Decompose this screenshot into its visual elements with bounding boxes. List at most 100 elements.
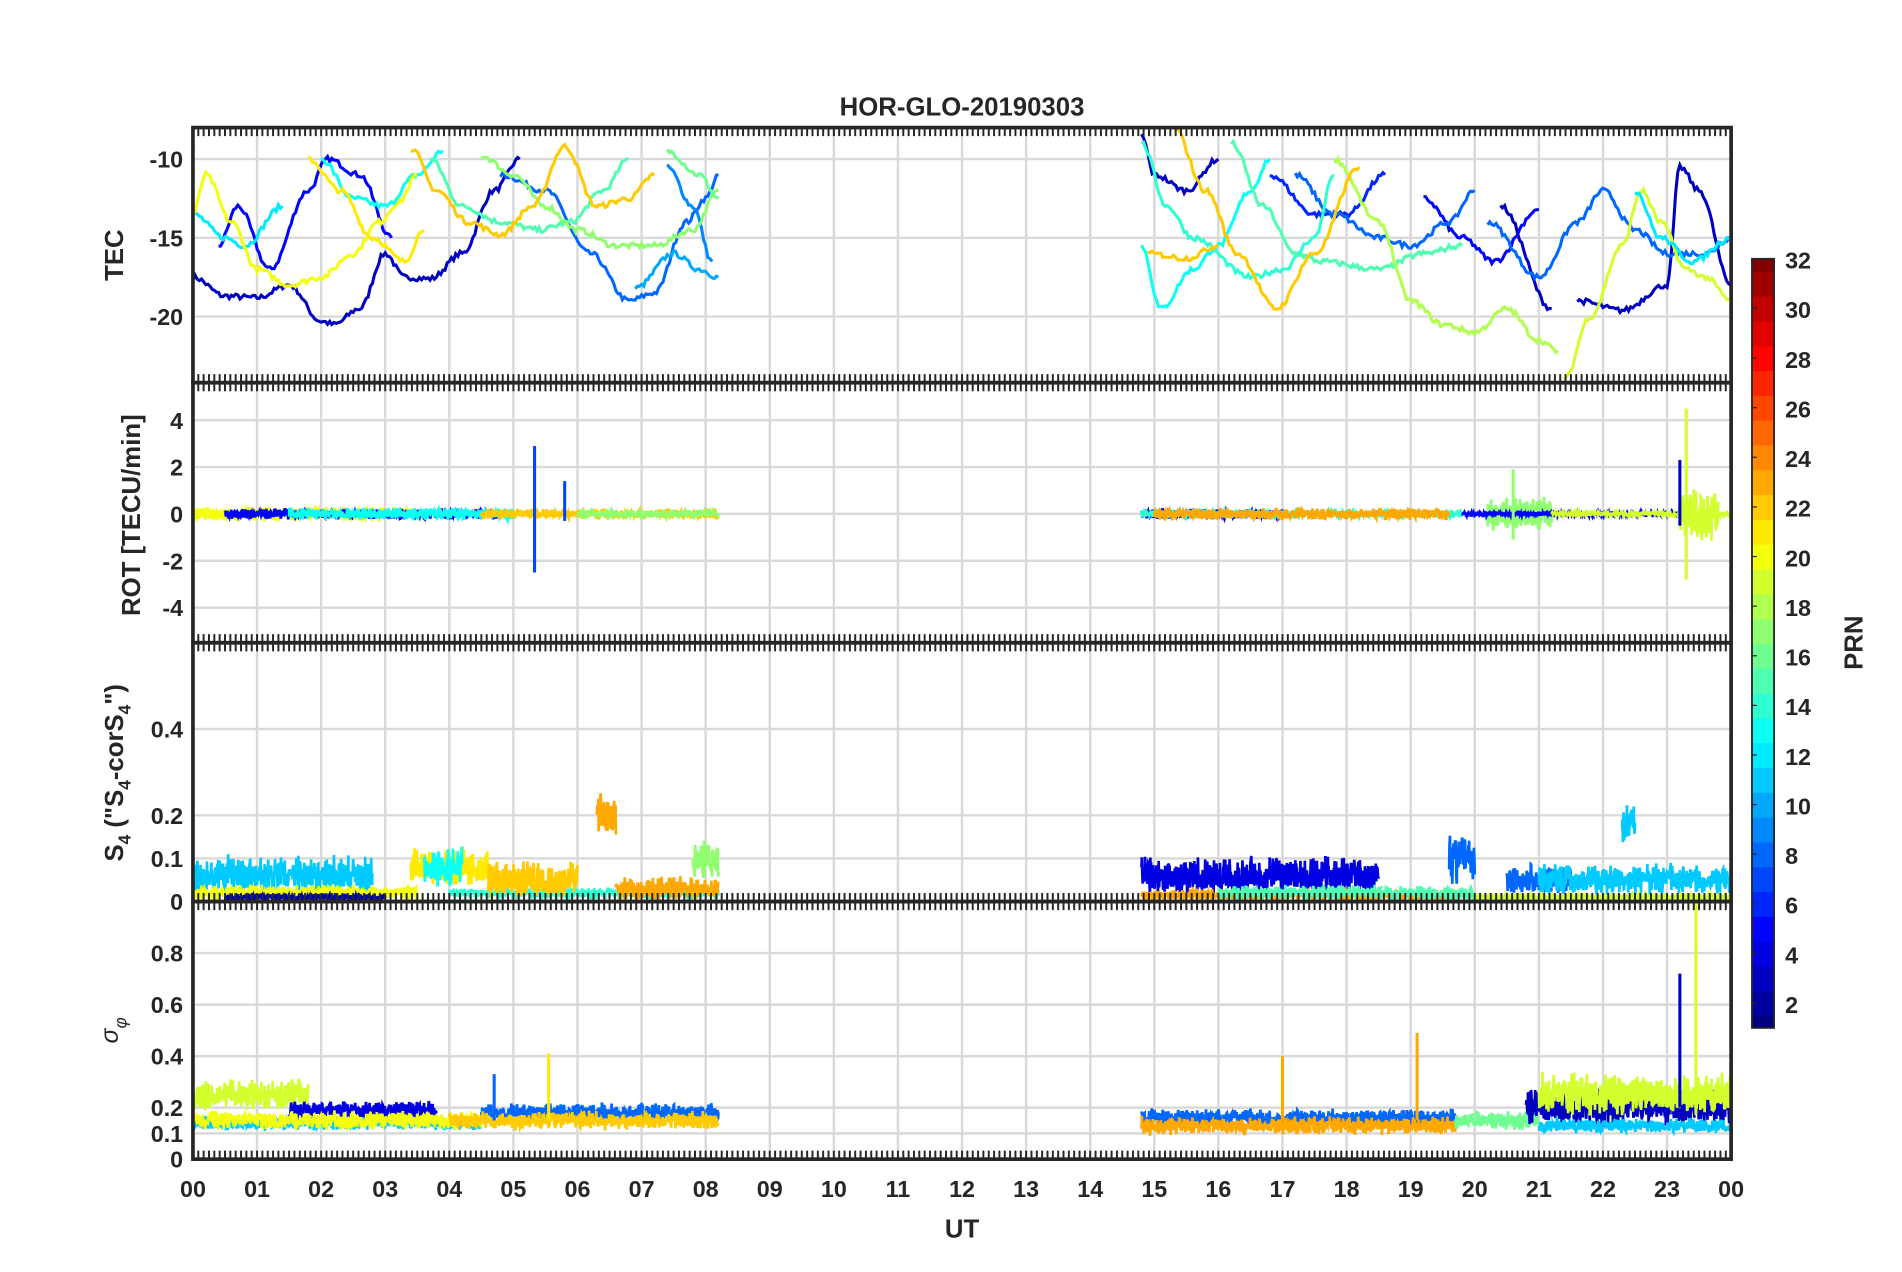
tec-track-prn-12 bbox=[1634, 191, 1732, 266]
series-group bbox=[192, 408, 1732, 580]
colorbar-swatch bbox=[1751, 420, 1775, 446]
y-tick-label: 0.6 bbox=[151, 992, 183, 1018]
tec-track-prn-12 bbox=[192, 200, 284, 250]
y-tick-label: 0.2 bbox=[151, 803, 183, 829]
tec-track-prn-3 bbox=[1576, 160, 1732, 316]
colorbar-swatch bbox=[1751, 320, 1775, 347]
y-tick-label: 2 bbox=[170, 455, 183, 481]
tec-track-prn-13 bbox=[1140, 158, 1271, 309]
tec-track-prn-5 bbox=[218, 153, 393, 271]
tec-track-prn-17 bbox=[481, 155, 719, 251]
x-tick-label: 10 bbox=[821, 1176, 847, 1202]
x-tick-labels: 00 01 02 03 04 05 06 07 08 09 10 11 12 13 14 15 16 17 18 19… bbox=[180, 1176, 1744, 1202]
tec-track-prn-3 bbox=[1499, 202, 1552, 312]
tec-track-prn-21 bbox=[307, 155, 425, 265]
sigma_phi-series-prn-11 bbox=[1537, 1116, 1732, 1137]
colorbar-swatch bbox=[1751, 593, 1775, 620]
colorbar-tick-label: 22 bbox=[1785, 496, 1811, 522]
sigma_phi-series-prn-4 bbox=[287, 1099, 438, 1123]
y-tick-label: 0.4 bbox=[151, 1044, 183, 1070]
x-tick-label: 17 bbox=[1270, 1176, 1296, 1202]
tec-track-prn-22 bbox=[1172, 127, 1361, 312]
tec-track-prn-3 bbox=[192, 155, 521, 327]
colorbar-swatch bbox=[1751, 444, 1775, 471]
colorbar-swatch bbox=[1751, 767, 1775, 793]
sigma_phi-series-prn-20 bbox=[192, 1109, 483, 1133]
colorbar-swatch bbox=[1751, 643, 1775, 669]
colorbar-swatch bbox=[1751, 271, 1775, 297]
tec-track-prn-6 bbox=[1269, 170, 1387, 220]
axes-box bbox=[191, 899, 1733, 1161]
sigma_phi-series-prn-19 bbox=[192, 1078, 310, 1114]
sigma_phi-series-prn-16 bbox=[1454, 1108, 1541, 1131]
colorbar-swatch bbox=[1751, 792, 1775, 818]
x-axis-label: UT bbox=[945, 1216, 980, 1244]
x-tick-label: 15 bbox=[1141, 1176, 1167, 1202]
colorbar-tick-label: 10 bbox=[1785, 793, 1811, 819]
x-tick-label: 18 bbox=[1334, 1176, 1360, 1202]
tec-track-prn-16 bbox=[665, 148, 720, 200]
colorbar-tick-label: 30 bbox=[1785, 297, 1811, 323]
tec-track-prn-20 bbox=[192, 169, 418, 290]
tec-track-prn-10 bbox=[634, 249, 720, 290]
series-group bbox=[192, 127, 1732, 381]
chart-title: HOR-GLO-20190303 bbox=[840, 93, 1085, 121]
series-group bbox=[192, 901, 1732, 1137]
tec-track-prn-5 bbox=[1423, 195, 1540, 267]
y-tick-label: -15 bbox=[149, 225, 183, 251]
colorbar-swatch bbox=[1751, 990, 1775, 1017]
colorbar-tick-label: 32 bbox=[1785, 248, 1811, 274]
sigma_phi-series-prn-19 bbox=[1537, 1071, 1732, 1116]
y-label-rot: ROT [TECU/min] bbox=[118, 414, 146, 616]
y-tick-label: 0 bbox=[170, 1147, 183, 1173]
y-tick-label: 0 bbox=[170, 889, 183, 915]
y-tick-label: 0.8 bbox=[151, 941, 183, 967]
colorbar-swatch bbox=[1751, 519, 1775, 545]
s4-series-prn-8 bbox=[1447, 835, 1477, 884]
colorbar-label: PRN bbox=[1840, 616, 1868, 670]
x-tick-label: 16 bbox=[1205, 1176, 1231, 1202]
colorbar-swatch bbox=[1751, 370, 1775, 396]
x-tick-label: 21 bbox=[1526, 1176, 1552, 1202]
y-axis-labels: TEC ROT [TECU/min] S4 ("S4-corS4") σφ bbox=[97, 229, 146, 1043]
colorbar-swatch bbox=[1751, 544, 1775, 570]
s4-series-prn-23 bbox=[614, 876, 720, 902]
colorbar-tick-label: 18 bbox=[1785, 595, 1811, 621]
x-tick-label: 08 bbox=[693, 1176, 719, 1202]
y-tick-label: -2 bbox=[162, 548, 183, 574]
colorbar-tick-label: 4 bbox=[1785, 942, 1798, 968]
x-tick-label: 03 bbox=[372, 1176, 398, 1202]
tec-track-prn-14 bbox=[1140, 140, 1335, 281]
tec-track-prn-19 bbox=[1563, 185, 1732, 381]
x-tick-label: 00 bbox=[180, 1176, 206, 1202]
tec-track-prn-22 bbox=[1147, 244, 1219, 263]
y-tick-label: -4 bbox=[162, 595, 183, 621]
x-tick-label: 22 bbox=[1590, 1176, 1616, 1202]
colorbar-swatch bbox=[1751, 742, 1775, 769]
x-tick-label: 20 bbox=[1462, 1176, 1488, 1202]
colorbar-swatch bbox=[1751, 866, 1775, 893]
y-tick-label: 4 bbox=[170, 408, 183, 434]
tec-track-prn-15 bbox=[1230, 138, 1463, 273]
sigma_phi-series-prn-22 bbox=[448, 1108, 720, 1134]
colorbar-swatch bbox=[1751, 395, 1775, 421]
colorbar-swatch bbox=[1751, 891, 1775, 917]
colorbar-swatch bbox=[1751, 296, 1775, 322]
colorbar-swatch bbox=[1751, 841, 1775, 868]
colorbar-swatch bbox=[1751, 692, 1775, 719]
colorbar-tick-label: 16 bbox=[1785, 645, 1811, 671]
s4-series-prn-11 bbox=[1620, 805, 1637, 843]
colorbar-swatch bbox=[1751, 965, 1775, 992]
panel-rot: 4 2 0 -2 -4 bbox=[162, 380, 1733, 645]
y-tick-label: 0.2 bbox=[151, 1095, 183, 1121]
panel-s4: 0.4 0.2 0.1 0 bbox=[151, 640, 1733, 915]
rot-series-prn-23 bbox=[1153, 505, 1451, 524]
x-tick-label: 14 bbox=[1077, 1176, 1103, 1202]
y-label-tec: TEC bbox=[101, 229, 129, 281]
y-label-s4: S4 ("S4-corS4") bbox=[101, 684, 134, 862]
tec-track-prn-18 bbox=[1333, 154, 1559, 355]
x-tick-label: 05 bbox=[500, 1176, 526, 1202]
colorbar-swatch bbox=[1751, 668, 1775, 694]
colorbar-swatch bbox=[1751, 717, 1775, 744]
